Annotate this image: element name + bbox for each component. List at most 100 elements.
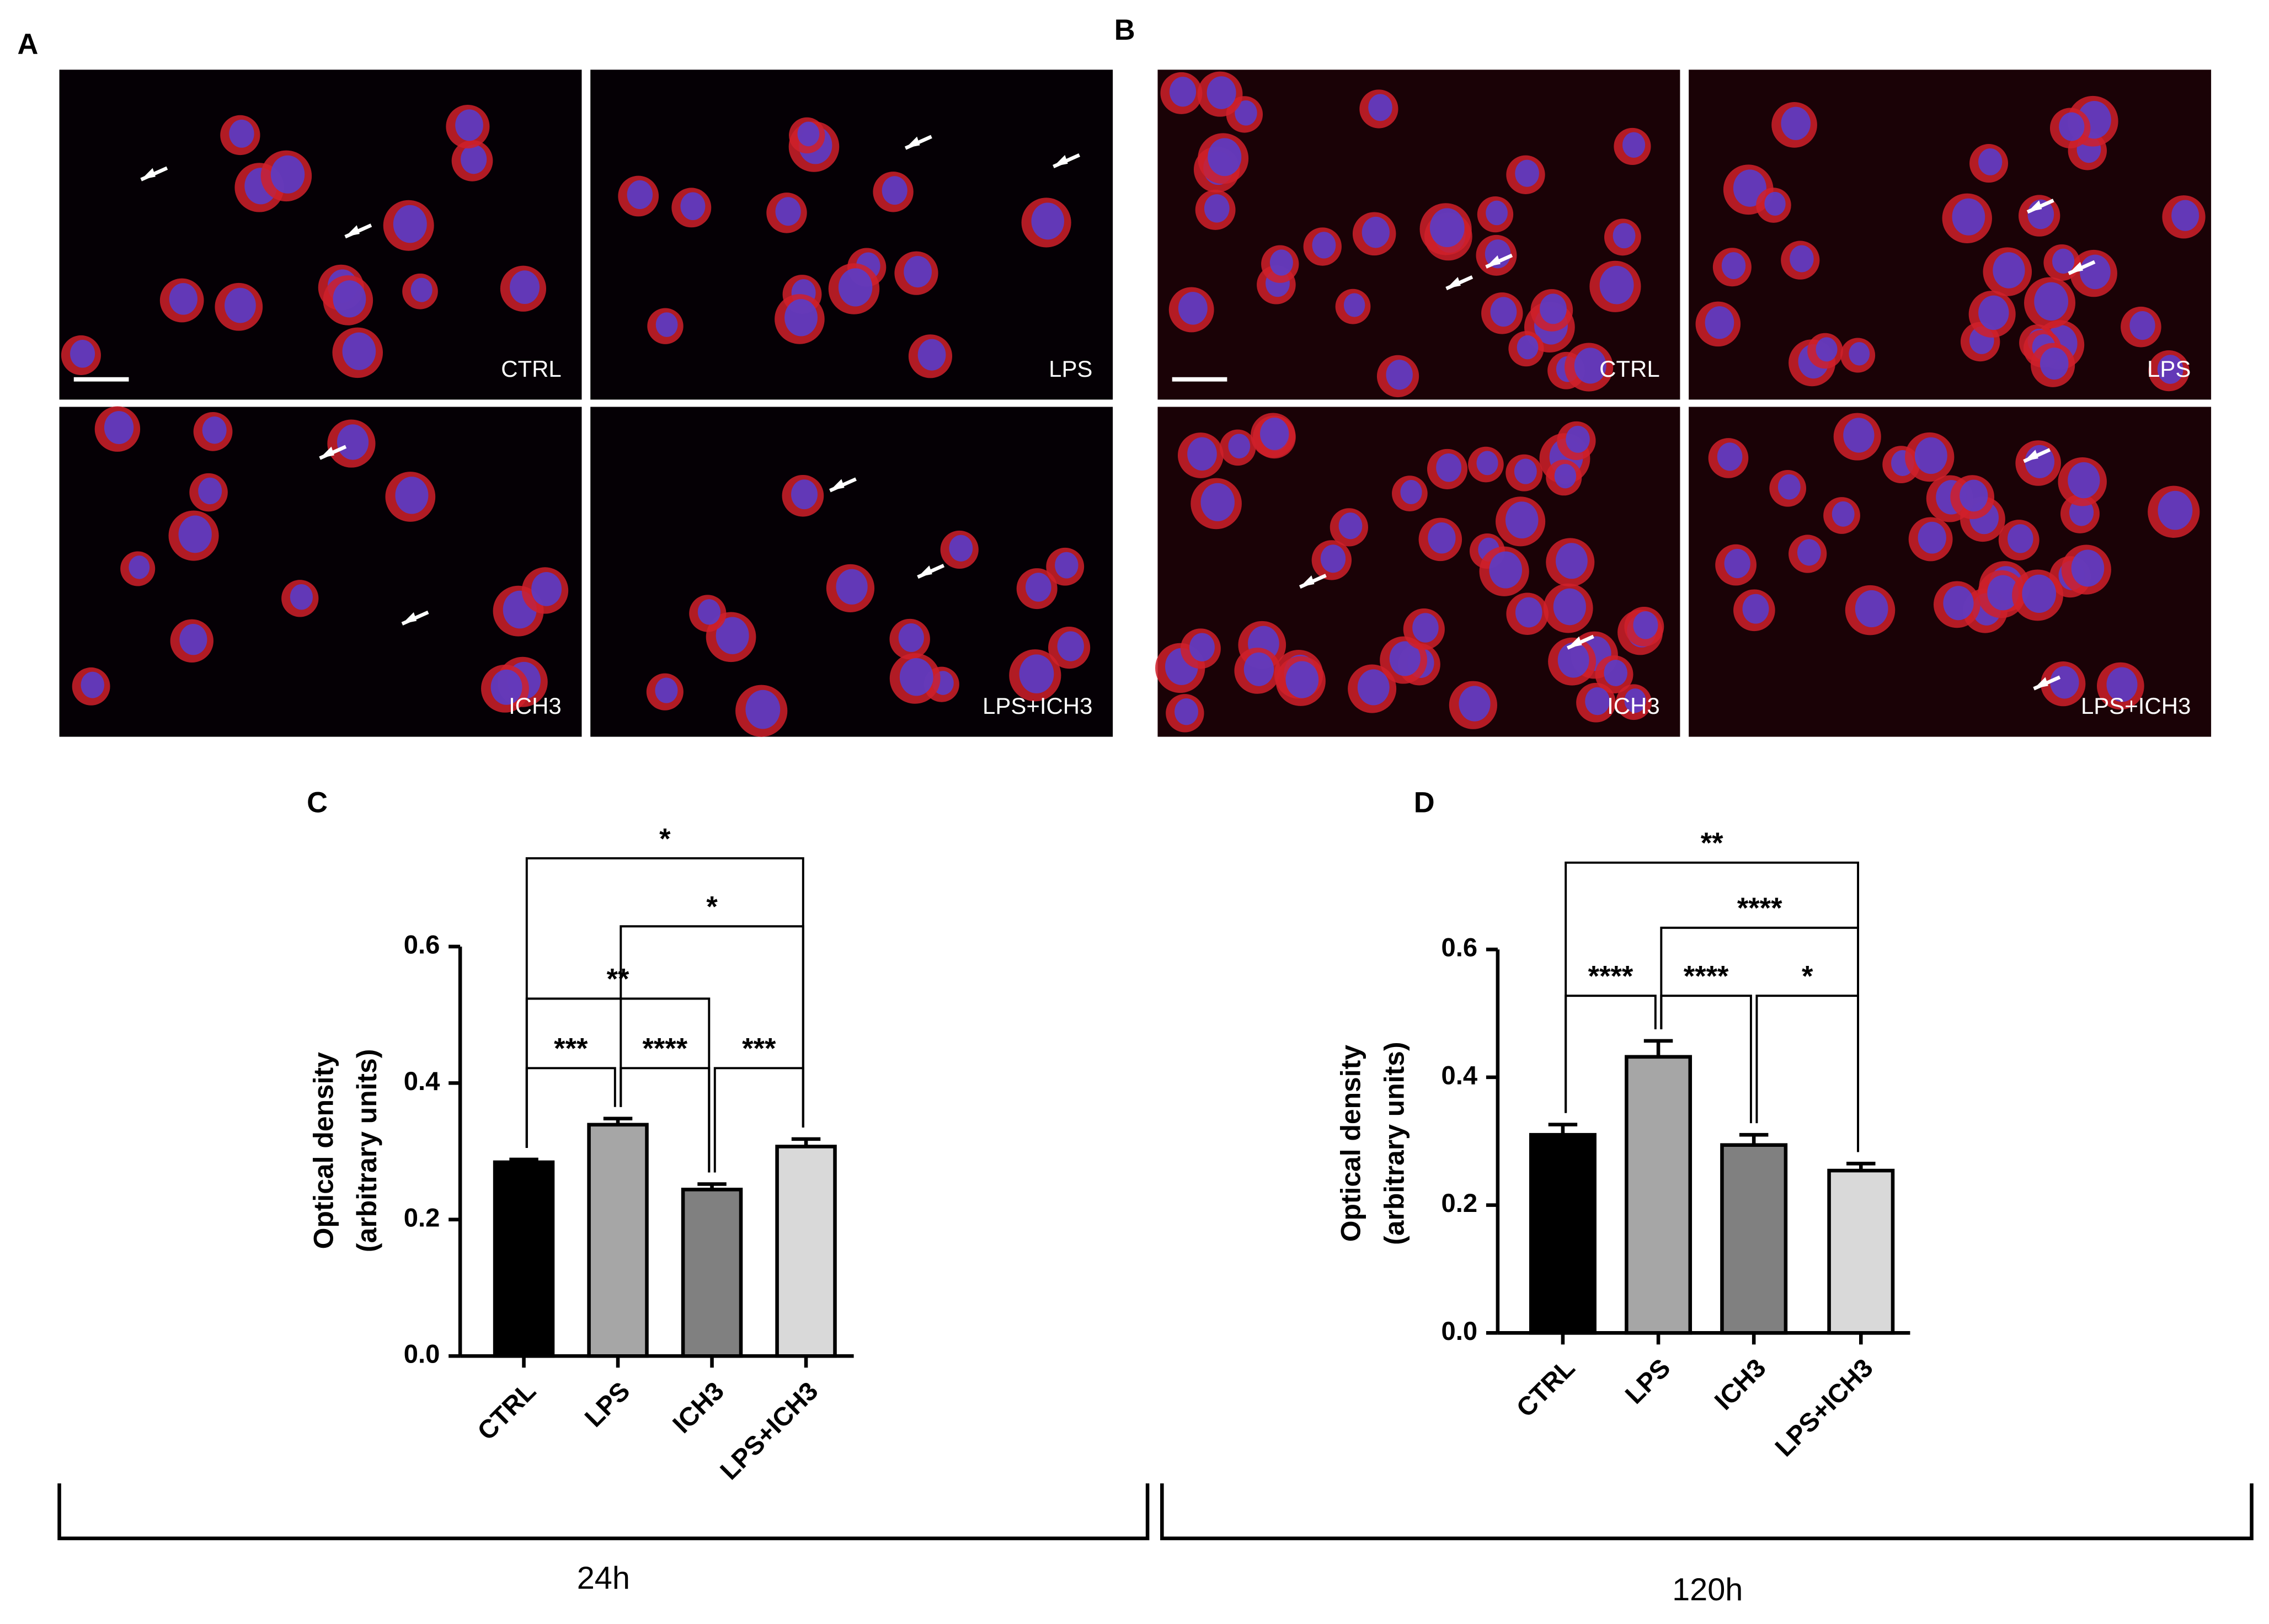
error-bar xyxy=(509,1157,538,1162)
cell-nucleus xyxy=(2040,348,2069,380)
cell-nucleus xyxy=(1797,539,1821,566)
cell-nucleus xyxy=(882,176,907,205)
cell-nucleus xyxy=(81,671,105,698)
cell-nucleus xyxy=(229,119,254,148)
cell-nucleus xyxy=(1781,106,1811,140)
cell-nucleus xyxy=(1918,521,1946,554)
cell-nucleus xyxy=(1400,480,1422,505)
error-bar xyxy=(1739,1132,1769,1145)
arrow-head xyxy=(2024,450,2038,462)
cell-nucleus xyxy=(1987,575,2019,611)
cell-nucleus xyxy=(202,416,227,444)
cell-nucleus xyxy=(1490,297,1517,327)
cell-nucleus xyxy=(1790,245,1814,273)
cell-nucleus xyxy=(655,677,678,703)
cell-nucleus xyxy=(490,669,522,705)
panel-label: B xyxy=(1114,14,1135,46)
micrograph: ICH3 xyxy=(1155,407,1680,737)
cell-nucleus xyxy=(1019,654,1054,693)
micrograph-label: LPS+ICH3 xyxy=(2081,693,2191,719)
cell-nucleus xyxy=(2025,445,2055,478)
cell-nucleus xyxy=(2050,666,2079,699)
cell-nucleus xyxy=(904,255,932,288)
cell-nucleus xyxy=(1622,132,1646,158)
cell-nucleus xyxy=(1189,633,1215,661)
cell-nucleus xyxy=(1843,418,1875,453)
cell-nucleus xyxy=(2129,311,2155,340)
cell-nucleus xyxy=(2034,282,2069,321)
y-tick-label: 0.6 xyxy=(404,930,440,959)
panel-label: D xyxy=(1414,787,1435,819)
cell-nucleus xyxy=(333,280,366,318)
cell-nucleus xyxy=(1174,698,1198,725)
cell-nucleus xyxy=(410,277,433,302)
significance-label: *** xyxy=(554,1033,588,1065)
cell-nucleus xyxy=(1505,501,1539,539)
bar xyxy=(1529,1132,1597,1335)
cell-nucleus xyxy=(1849,342,1870,366)
micrograph-label: ICH3 xyxy=(509,693,562,719)
significance-label: ** xyxy=(607,964,629,996)
cell-nucleus xyxy=(1952,198,1985,236)
bar xyxy=(775,1145,837,1358)
micrograph-label: LPS xyxy=(1049,356,1092,382)
error-bar xyxy=(791,1137,821,1147)
y-axis-label: Optical density xyxy=(308,1052,339,1249)
bar xyxy=(1827,1168,1895,1335)
micrograph: LPS xyxy=(1689,70,2212,400)
timepoint-label: 24h xyxy=(577,1561,630,1596)
cell-nucleus xyxy=(1624,688,1646,713)
significance-bracket xyxy=(525,857,804,1148)
cell-nucleus xyxy=(1269,249,1293,276)
micrograph-label: LPS xyxy=(2147,356,2191,382)
cell-nucleus xyxy=(797,121,820,147)
timepoint-label: 120h xyxy=(1672,1572,1743,1607)
micrograph-background xyxy=(59,70,582,400)
cell-nucleus xyxy=(104,411,134,445)
significance-bracket xyxy=(620,925,804,1128)
arrow-head xyxy=(1486,255,1501,267)
arrow-head xyxy=(830,479,845,491)
cell-nucleus xyxy=(1574,348,1606,384)
cell-nucleus xyxy=(1540,293,1567,324)
cell-nucleus xyxy=(1604,660,1627,686)
x-tick-label: LPS xyxy=(1620,1353,1676,1409)
y-axis-label: (arbitrary units) xyxy=(351,1049,382,1252)
cell-nucleus xyxy=(1204,194,1230,223)
cell-nucleus xyxy=(510,270,540,304)
x-tick-label: LPS xyxy=(579,1376,636,1433)
cell-nucleus xyxy=(1553,588,1586,626)
micrograph: LPS+ICH3 xyxy=(1689,407,2212,737)
cell-nucleus xyxy=(1459,686,1491,722)
error-bar xyxy=(603,1116,633,1125)
error-bar xyxy=(1846,1162,1876,1171)
cell-nucleus xyxy=(1057,631,1084,661)
cell-nucleus xyxy=(680,192,706,221)
significance-label: * xyxy=(659,823,671,855)
cell-nucleus xyxy=(1832,501,1855,527)
cell-nucleus xyxy=(1943,586,1974,621)
significance-label: * xyxy=(1802,961,1813,993)
cell-nucleus xyxy=(1243,652,1274,686)
bar xyxy=(1625,1055,1693,1335)
micrograph-label: LPS+ICH3 xyxy=(983,693,1092,719)
arrow-head xyxy=(345,225,360,237)
y-tick-label: 0.2 xyxy=(1442,1189,1478,1218)
cell-nucleus xyxy=(1357,669,1390,706)
cell-nucleus xyxy=(1978,295,2009,330)
significance-label: **** xyxy=(1684,961,1729,993)
significance-label: **** xyxy=(642,1033,687,1065)
micrograph: ICH3 xyxy=(59,406,582,737)
cell-nucleus xyxy=(2071,549,2105,587)
arrow-head xyxy=(2033,677,2048,689)
cell-nucleus xyxy=(1031,202,1064,240)
cell-nucleus xyxy=(1187,437,1217,471)
cell-nucleus xyxy=(1515,159,1539,187)
cell-nucleus xyxy=(2158,490,2193,530)
cell-nucleus xyxy=(1200,483,1235,521)
cell-nucleus xyxy=(949,535,973,562)
x-tick-label: LPS+ICH3 xyxy=(714,1376,824,1486)
micrograph: CTRL xyxy=(1157,70,1680,400)
micrograph: LPS xyxy=(590,70,1113,400)
